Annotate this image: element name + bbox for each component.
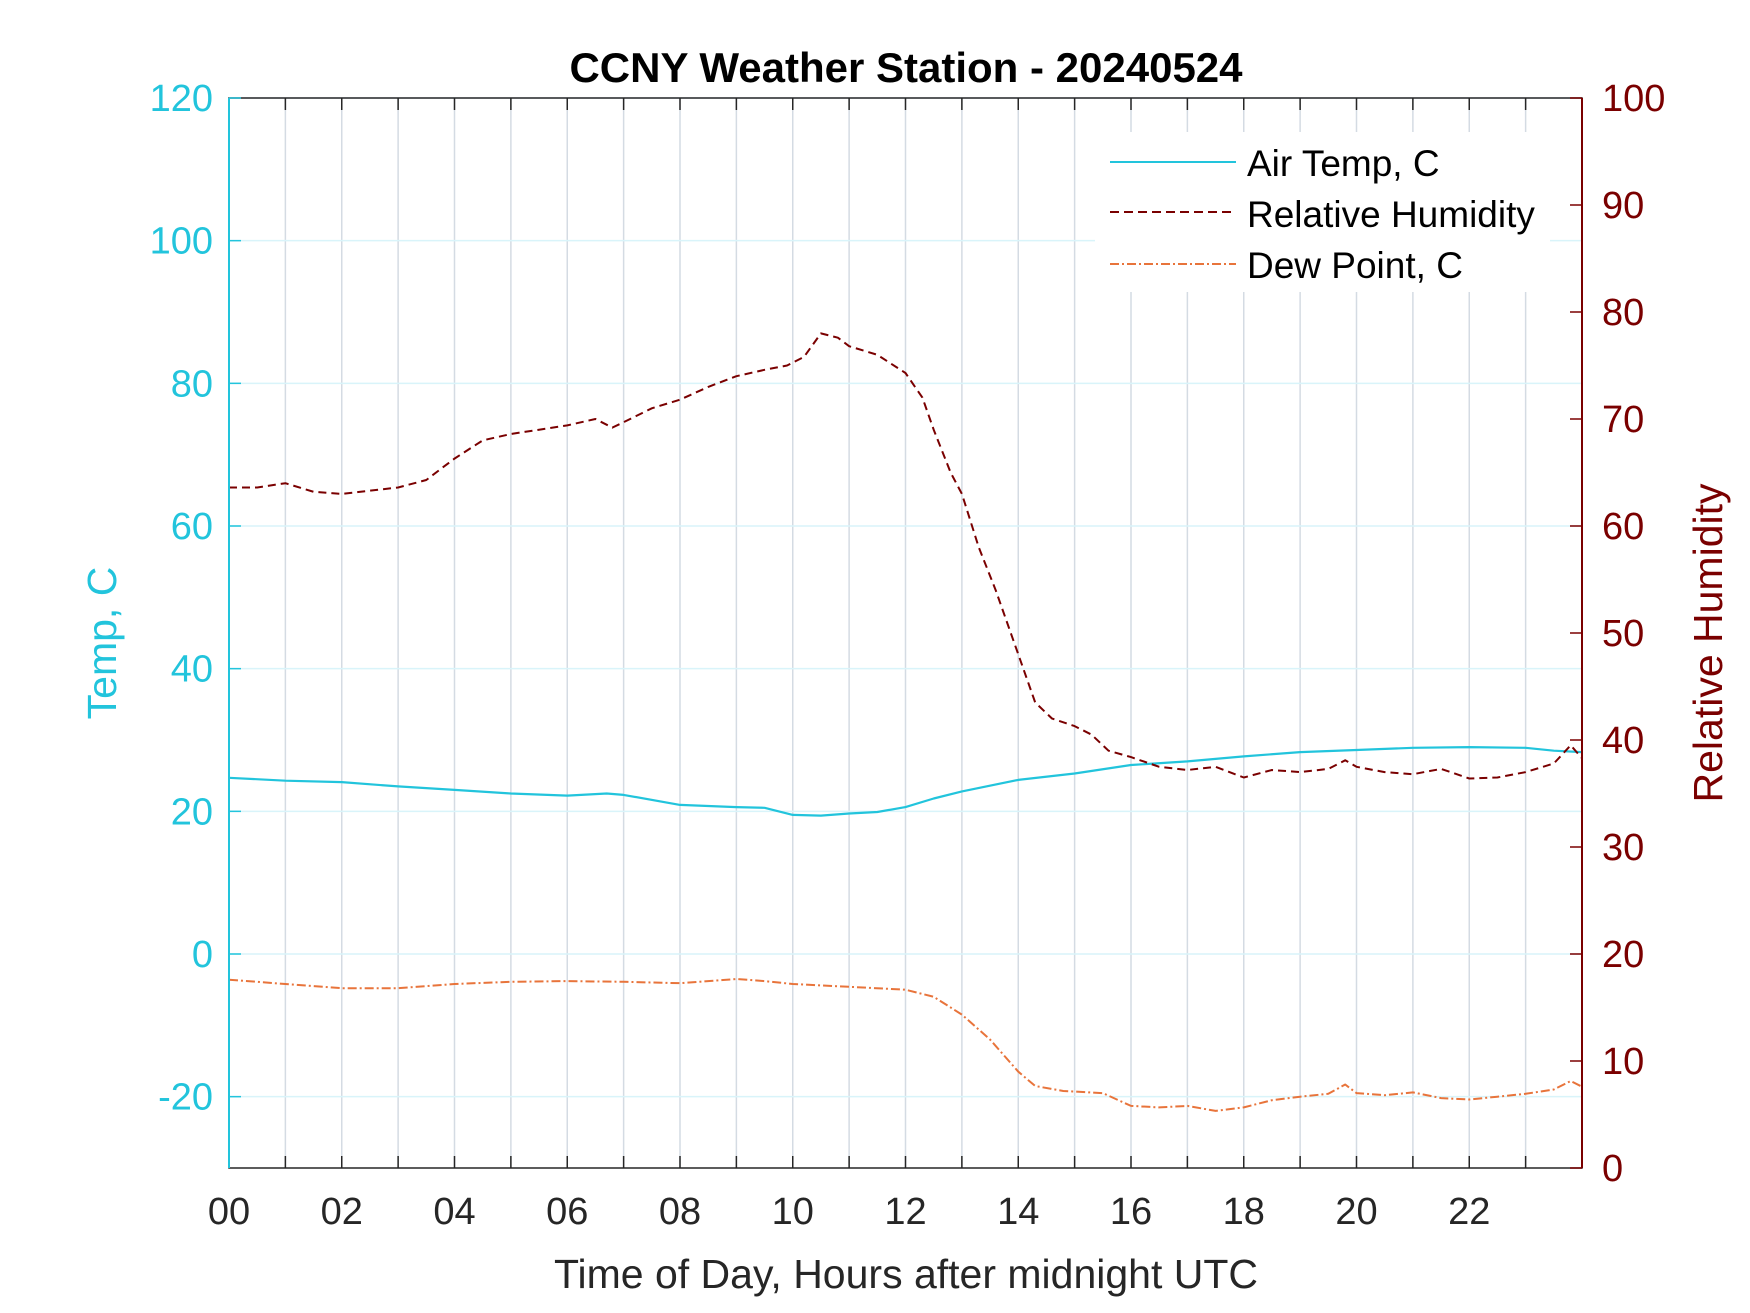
y-right-tick-label: 30 xyxy=(1602,827,1644,869)
y-right-tick-label: 50 xyxy=(1602,613,1644,655)
grid xyxy=(229,97,1582,1168)
x-axis: 00 02 04 06 08 10 12 14 16 18 20 22 xyxy=(208,98,1583,1233)
series-line-dew-point xyxy=(228,978,1583,1112)
series-line-relative-humidity xyxy=(229,332,1583,780)
y-left-tick-label: 60 xyxy=(171,506,213,548)
x-tick-label: 10 xyxy=(772,1191,814,1233)
x-tick-label: 14 xyxy=(997,1191,1039,1233)
x-tick-label: 02 xyxy=(321,1191,363,1233)
y-right-tick-label: 60 xyxy=(1602,506,1644,548)
x-tick-label: 20 xyxy=(1335,1191,1377,1233)
y-left-tick-label: 20 xyxy=(171,791,213,833)
y-left-tick-label: 120 xyxy=(150,78,213,120)
x-tick-label: 00 xyxy=(208,1191,250,1233)
y-right-tick-label: 0 xyxy=(1602,1148,1623,1190)
chart-title: CCNY Weather Station - 20240524 xyxy=(569,44,1243,91)
y-left-tick-label: 40 xyxy=(171,649,213,691)
legend-label-relative-humidity: Relative Humidity xyxy=(1247,194,1535,235)
x-tick-label: 04 xyxy=(433,1191,475,1233)
y-right-tick-label: 20 xyxy=(1602,934,1644,976)
x-axis-label: Time of Day, Hours after midnight UTC xyxy=(554,1251,1258,1297)
y-right-tick-label: 10 xyxy=(1602,1041,1644,1083)
plot-series xyxy=(228,332,1583,1112)
y-right-tick-label: 40 xyxy=(1602,720,1644,762)
y-left-tick-label: -20 xyxy=(158,1077,213,1119)
legend-label-dew-point: Dew Point, C xyxy=(1247,245,1463,286)
y-right-tick-label: 80 xyxy=(1602,292,1644,334)
legend-label-air-temp: Air Temp, C xyxy=(1247,143,1440,184)
y-right-tick-label: 70 xyxy=(1602,399,1644,441)
y-right-tick-label: 100 xyxy=(1602,78,1665,120)
y-axis-left-label: Temp, C xyxy=(79,567,125,720)
y-left-tick-label: 80 xyxy=(171,363,213,405)
x-tick-label: 08 xyxy=(659,1191,701,1233)
x-tick-label: 06 xyxy=(546,1191,588,1233)
y-axis-right-label: Relative Humidity xyxy=(1685,483,1731,802)
y-axis-right: 0 10 20 30 40 50 60 70 80 90 100 xyxy=(1570,78,1665,1190)
series-line-air-temp xyxy=(228,746,1583,817)
y-left-tick-label: 0 xyxy=(192,934,213,976)
x-tick-label: 22 xyxy=(1448,1191,1490,1233)
y-axis-left: -20 0 20 40 60 80 100 120 xyxy=(150,78,241,1168)
x-tick-label: 16 xyxy=(1110,1191,1152,1233)
y-left-tick-label: 100 xyxy=(150,221,213,263)
x-tick-label: 18 xyxy=(1223,1191,1265,1233)
legend: Air Temp, C Relative Humidity Dew Point,… xyxy=(1095,132,1550,292)
x-tick-label: 12 xyxy=(884,1191,926,1233)
y-right-tick-label: 90 xyxy=(1602,185,1644,227)
